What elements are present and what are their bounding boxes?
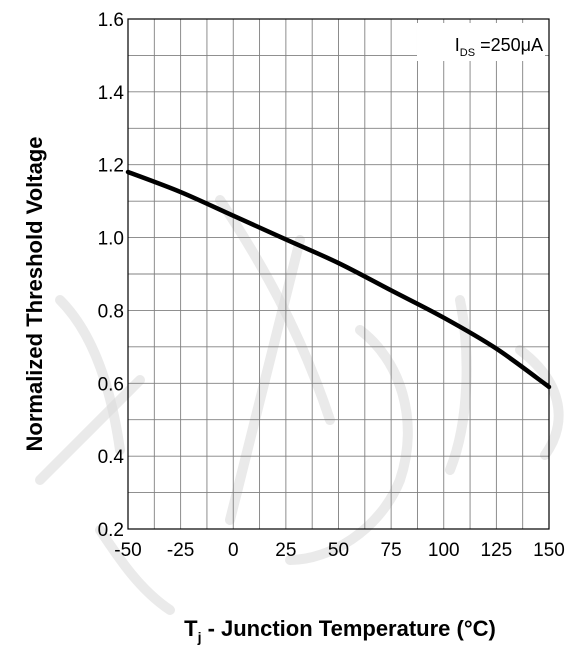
x-axis-title: Tj - Junction Temperature (°C) [184,616,496,645]
y-tick-label: 1.2 [98,156,124,177]
x-tick-label: 0 [228,540,239,561]
x-axis-title-rest: - Junction Temperature (°C) [201,616,495,641]
x-tick-label: 150 [533,540,565,561]
x-tick-label: -25 [167,540,194,561]
legend-suffix: =250μA [475,35,543,55]
legend-prefix: I [455,35,460,55]
y-tick-label: 0.6 [98,374,124,395]
legend-box [417,23,545,61]
x-axis-title-symbol: T [184,616,198,641]
legend-subscript: DS [460,47,475,59]
grid [127,18,550,530]
y-tick-label: 1.0 [98,229,124,250]
x-tick-labels: -50 -25 0 25 50 75 100 125 150 [114,540,565,561]
series-line [125,169,552,390]
y-axis-title: Normalized Threshold Voltage [22,137,47,452]
y-tick-labels: 0.2 0.4 0.6 0.8 1.0 1.2 1.4 1.6 [98,10,125,541]
plot-frame [127,18,550,530]
watermark [35,195,564,615]
x-tick-label: 75 [381,540,402,561]
y-tick-label: 0.2 [98,520,124,541]
legend-label: IDS =250μA [455,35,543,59]
x-tick-label: -50 [114,540,141,561]
y-tick-label: 1.4 [98,83,125,104]
x-tick-label: 125 [481,540,513,561]
x-tick-label: 100 [428,540,460,561]
x-axis-title-subscript: j [197,629,202,645]
legend: IDS =250μA [417,23,545,61]
y-tick-label: 1.6 [98,10,124,31]
x-tick-label: 50 [328,540,349,561]
y-tick-label: 0.8 [98,301,124,322]
y-tick-label: 0.4 [98,447,125,468]
x-tick-label: 25 [275,540,296,561]
